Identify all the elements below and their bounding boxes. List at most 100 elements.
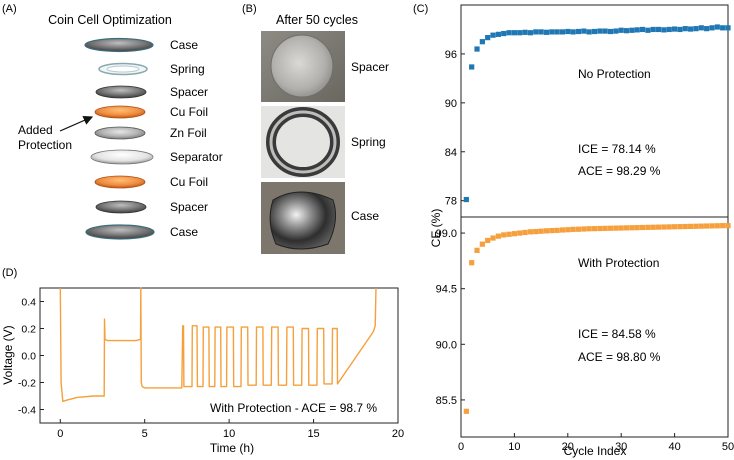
voltage-xticks: 0 5 10 15 20: [57, 419, 404, 440]
ce-bottom-point: [704, 223, 710, 229]
cu-foil-top-shape: [94, 105, 146, 119]
spacer-bottom-shape: [95, 200, 147, 214]
layer-zn-foil: Zn Foil: [94, 126, 207, 140]
layer-case-bottom: Case: [85, 224, 198, 240]
ce-top-point: [720, 25, 726, 31]
layer-label-spacer-top: Spacer: [170, 85, 208, 99]
ce-top-point: [559, 29, 566, 35]
ce-xtick-label: 30: [615, 441, 627, 453]
ce-bottom-title: With Protection: [578, 256, 659, 270]
ce-top-point: [693, 26, 699, 32]
layer-label-case-top: Case: [170, 38, 198, 52]
voltage-xlabel: Time (h): [210, 441, 254, 455]
voltage-xtick-label: 5: [142, 428, 148, 440]
ce-top-point: [597, 28, 603, 34]
ce-bottom-point: [650, 224, 656, 230]
voltage-ytick-label: 0.0: [21, 351, 36, 363]
photo-label-case: Case: [351, 209, 379, 223]
annotation-added: Added: [18, 123, 53, 137]
photo-spring-highlight: [269, 110, 337, 174]
voltage-ytick-label: 0.2: [21, 324, 36, 336]
layer-spacer-bottom: Spacer: [95, 200, 208, 214]
ce-xtick-label: 50: [722, 441, 734, 453]
ce-bottom-point: [565, 227, 571, 233]
ce-top-point: [554, 29, 560, 35]
ce-bottom-point: [591, 226, 598, 232]
ce-bottom-frame: [460, 216, 729, 438]
panel-a: (A) Coin Cell Optimization Case Spring S…: [2, 3, 223, 240]
ce-bottom-point: [655, 224, 662, 230]
photo-case: Case: [261, 182, 379, 254]
layer-label-cu-foil-bottom: Cu Foil: [170, 175, 208, 189]
ce-top-point: [586, 29, 592, 35]
ce-bottom-point: [634, 225, 640, 231]
ce-top-point: [517, 30, 523, 36]
ce-top-point: [479, 39, 485, 45]
ce-top-point: [677, 26, 683, 33]
ce-top-point: [469, 64, 475, 70]
ce-bottom-point: [693, 223, 699, 229]
panel-b-label: (B): [242, 3, 257, 15]
ce-top-point: [709, 25, 715, 31]
ce-top-point: [714, 24, 720, 30]
photo-case-shape: [269, 191, 337, 250]
ce-bottom-point: [474, 247, 480, 253]
ce-top-point: [725, 25, 731, 31]
ce-bottom-point: [485, 237, 491, 244]
ce-top-ytick-label: 78: [445, 196, 457, 208]
ce-top-point: [506, 30, 512, 36]
layer-label-zn-foil: Zn Foil: [170, 126, 207, 140]
layer-label-spacer-bottom: Spacer: [170, 200, 208, 214]
ce-top-point: [672, 26, 678, 32]
voltage-yticks: -0.4 -0.2 0.0 0.2 0.4: [18, 297, 44, 417]
layer-label-separator: Separator: [170, 150, 223, 164]
ce-top-point: [570, 29, 576, 35]
ce-bottom-point: [549, 227, 555, 234]
voltage-annotation: With Protection - ACE = 98.7 %: [210, 401, 377, 415]
ce-top-point: [543, 29, 550, 35]
voltage-series-line: [59, 287, 377, 403]
ce-bottom-ytick-label: 90.0: [436, 339, 457, 351]
voltage-xtick-label: 10: [223, 428, 235, 440]
ce-bottom-point: [725, 223, 731, 229]
ce-top-point: [463, 196, 469, 203]
annotation-arrow: [59, 115, 94, 132]
ce-bottom-point: [543, 228, 550, 234]
ce-bottom-point: [501, 232, 507, 238]
ce-bottom-point: [602, 225, 608, 231]
ce-top-point: [522, 29, 528, 35]
ce-bottom-point: [517, 230, 523, 236]
ce-top-point: [623, 28, 630, 34]
case-bottom-shape: [85, 224, 155, 240]
voltage-xtick-label: 0: [57, 428, 63, 440]
ce-bottom-point: [720, 223, 726, 229]
ce-top-point: [613, 28, 619, 34]
ce-bottom-point: [607, 225, 614, 231]
ce-top-point: [565, 28, 571, 35]
ce-top-point: [639, 26, 646, 33]
ce-top-point: [549, 29, 555, 35]
ce-bottom-point: [511, 231, 517, 237]
panel-c-label: (C): [413, 3, 428, 15]
ce-bottom-point: [575, 226, 582, 232]
ce-top-yticks: 78 84 90 96: [445, 49, 465, 208]
ce-top-point: [650, 26, 656, 33]
layer-label-spring: Spring: [170, 62, 205, 76]
panel-b-title: After 50 cycles: [276, 13, 358, 27]
ce-top-point: [602, 28, 608, 34]
ce-top-point: [704, 26, 710, 32]
ce-top-point: [490, 32, 496, 38]
ce-bottom-ytick-label: 99.0: [436, 228, 457, 240]
ce-bottom-point: [618, 225, 624, 231]
ce-top-point: [629, 27, 635, 33]
photo-label-spacer: Spacer: [351, 60, 389, 74]
ce-top-point: [634, 27, 640, 33]
panel-a-label: (A): [2, 3, 17, 15]
ce-top-point: [485, 35, 491, 41]
layer-cu-foil-top: Cu Foil: [94, 105, 208, 119]
ce-bottom-point: [666, 224, 672, 230]
ce-bottom-point: [672, 224, 678, 230]
voltage-ytick-label: -0.2: [18, 378, 36, 390]
ce-bottom-ytick-label: 85.5: [436, 395, 457, 407]
